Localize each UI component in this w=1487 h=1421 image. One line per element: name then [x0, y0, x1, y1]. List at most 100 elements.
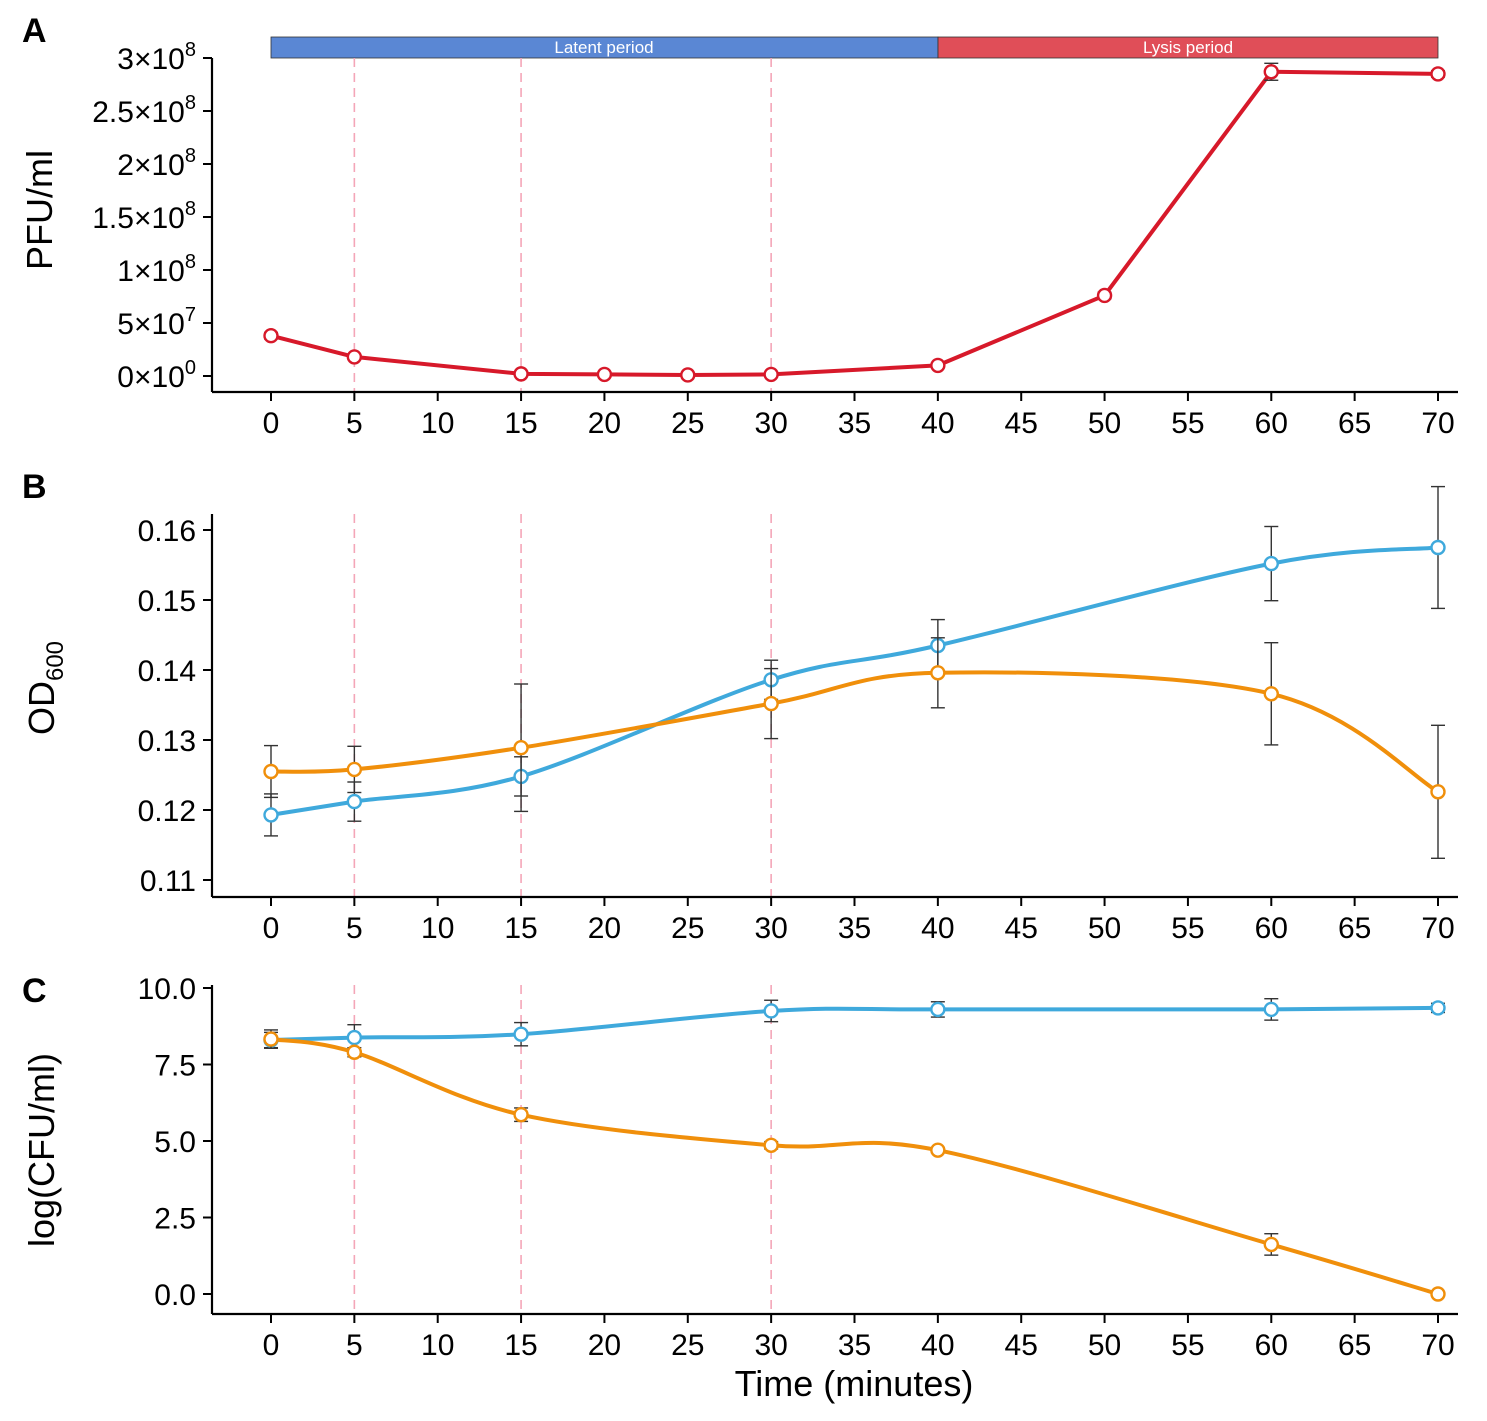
x-tick-label: 15 — [504, 1329, 537, 1362]
data-point-orange — [513, 740, 529, 756]
x-tick-label: 50 — [1088, 912, 1121, 945]
x-tick-label: 45 — [1005, 1329, 1038, 1362]
panel-a: A 0 5 10 15 20 25 30 35 40 45 50 55 60 65 70 0×100 5×107… — [19, 12, 1458, 440]
data-point-PFU — [680, 367, 696, 383]
x-tick-label: 55 — [1171, 1329, 1204, 1362]
data-point-blue — [763, 1003, 779, 1019]
y-tick-label: 10.0 — [138, 973, 196, 1006]
x-tick-label: 65 — [1338, 1329, 1371, 1362]
x-tick-label: 30 — [754, 407, 787, 440]
data-point-PFU — [763, 366, 779, 383]
panel-c-axes: 0 5 10 15 20 25 30 35 40 45 50 55 60 65 70 0.0 2.5 5.0 7.5… — [138, 973, 1458, 1362]
y-tick-label: 5.0 — [154, 1126, 196, 1159]
data-point-orange — [930, 1142, 946, 1158]
x-tick-label: 70 — [1421, 1329, 1454, 1362]
data-point-PFU — [1263, 64, 1279, 80]
x-tick-label: 15 — [504, 407, 537, 440]
y-tick-label: 7.5 — [154, 1050, 196, 1083]
x-tick-label: 45 — [1005, 912, 1038, 945]
x-tick-label: 35 — [838, 912, 871, 945]
x-tick-label: 60 — [1255, 912, 1288, 945]
data-point-orange — [513, 1106, 529, 1123]
x-tick-label: 70 — [1421, 912, 1454, 945]
panel-c-y-axis-label: log(CFU/ml) — [21, 1053, 62, 1247]
data-point-orange — [763, 695, 779, 712]
y-tick-label: 0.16 — [138, 515, 196, 548]
data-point-orange — [263, 763, 279, 780]
y-tick-label: 0.14 — [138, 655, 196, 688]
y-tick-label: 2×108 — [117, 145, 196, 182]
data-point-blue — [1430, 539, 1446, 556]
x-tick-label: 0 — [263, 407, 280, 440]
data-point-PFU — [1096, 287, 1113, 304]
x-tick-label: 20 — [588, 407, 621, 440]
x-tick-label: 50 — [1088, 407, 1121, 440]
y-tick-label: 3×108 — [117, 39, 196, 76]
x-tick-label: 20 — [588, 1329, 621, 1362]
x-tick-label: 20 — [588, 912, 621, 945]
y-tick-label: 0.0 — [154, 1279, 196, 1312]
latent-period-label: Latent period — [554, 38, 653, 57]
data-point-orange — [346, 761, 363, 778]
panel-a-y-axis-label: PFU/ml — [19, 150, 60, 270]
x-tick-label: 10 — [421, 407, 454, 440]
data-point-orange — [346, 1044, 363, 1060]
x-tick-label: 15 — [504, 912, 537, 945]
x-tick-label: 40 — [921, 407, 954, 440]
panel-b-label: B — [22, 468, 47, 506]
data-point-PFU — [346, 349, 363, 365]
data-point-blue — [263, 807, 279, 823]
data-point-PFU — [596, 366, 613, 383]
y-tick-label: 0.12 — [138, 795, 196, 828]
x-tick-label: 70 — [1421, 407, 1454, 440]
x-tick-label: 35 — [838, 1329, 871, 1362]
panel-c-guides — [353, 985, 772, 1314]
y-tick-label: 2.5 — [154, 1203, 196, 1236]
x-tick-label: 45 — [1005, 407, 1038, 440]
phase-bar: Latent period Lysis period — [270, 36, 1439, 59]
data-point-blue — [1263, 555, 1279, 572]
panel-b: B 0 5 10 15 20 25 30 35 40 45 50 55 60 65 70 0.11 0.12 0.… — [21, 468, 1458, 945]
data-point-orange — [1263, 686, 1279, 702]
series-line-orange — [269, 670, 1440, 794]
data-point-orange — [1430, 1286, 1446, 1302]
x-tick-label: 25 — [671, 1329, 704, 1362]
data-point-blue — [930, 1001, 946, 1018]
panel-c-label: C — [22, 972, 47, 1010]
x-tick-label: 50 — [1088, 1329, 1121, 1362]
data-point-PFU — [1430, 66, 1446, 82]
x-tick-label: 30 — [754, 1329, 787, 1362]
y-tick-label: 2.5×108 — [92, 92, 196, 129]
data-point-blue — [513, 1026, 529, 1042]
y-tick-label: 0×100 — [117, 357, 196, 394]
panel-c: C 0 5 10 15 20 25 30 35 40 45 50 55 60 65 70 0.0 2.5 5.0 7… — [21, 972, 1458, 1404]
x-tick-label: 65 — [1338, 407, 1371, 440]
data-point-PFU — [930, 357, 946, 374]
data-point-PFU — [263, 328, 279, 344]
series-line-PFU — [269, 69, 1440, 377]
data-point-blue — [346, 1029, 363, 1046]
data-point-orange — [1263, 1236, 1279, 1253]
x-tick-label: 55 — [1171, 912, 1204, 945]
x-tick-label: 25 — [671, 912, 704, 945]
data-point-orange — [1430, 784, 1446, 800]
x-tick-label: 5 — [346, 407, 363, 440]
panel-a-guides — [353, 58, 772, 392]
x-tick-label: 55 — [1171, 407, 1204, 440]
y-tick-label: 0.15 — [138, 585, 196, 618]
panel-b-ylabel-main: OD — [21, 681, 62, 735]
series-line-blue — [269, 1005, 1440, 1043]
x-tick-label: 40 — [921, 1329, 954, 1362]
x-tick-label: 0 — [263, 1329, 280, 1362]
panel-b-axes: 0 5 10 15 20 25 30 35 40 45 50 55 60 65 70 0.11 0.12 0.13… — [138, 514, 1458, 945]
panel-a-series — [263, 62, 1446, 383]
x-tick-label: 0 — [263, 912, 280, 945]
y-tick-label: 5×107 — [117, 304, 196, 341]
data-point-blue — [1263, 1001, 1279, 1018]
x-tick-label: 10 — [421, 912, 454, 945]
x-tick-label: 5 — [346, 912, 363, 945]
data-point-orange — [263, 1031, 279, 1047]
x-tick-label: 35 — [838, 407, 871, 440]
x-tick-label: 65 — [1338, 912, 1371, 945]
